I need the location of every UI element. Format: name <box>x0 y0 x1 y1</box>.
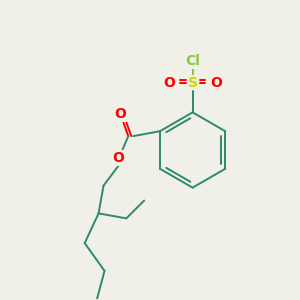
Text: O: O <box>114 107 126 121</box>
Text: Cl: Cl <box>185 54 200 68</box>
Text: O: O <box>163 76 175 90</box>
Text: O: O <box>210 76 222 90</box>
Text: S: S <box>188 76 198 90</box>
Text: O: O <box>112 151 124 165</box>
